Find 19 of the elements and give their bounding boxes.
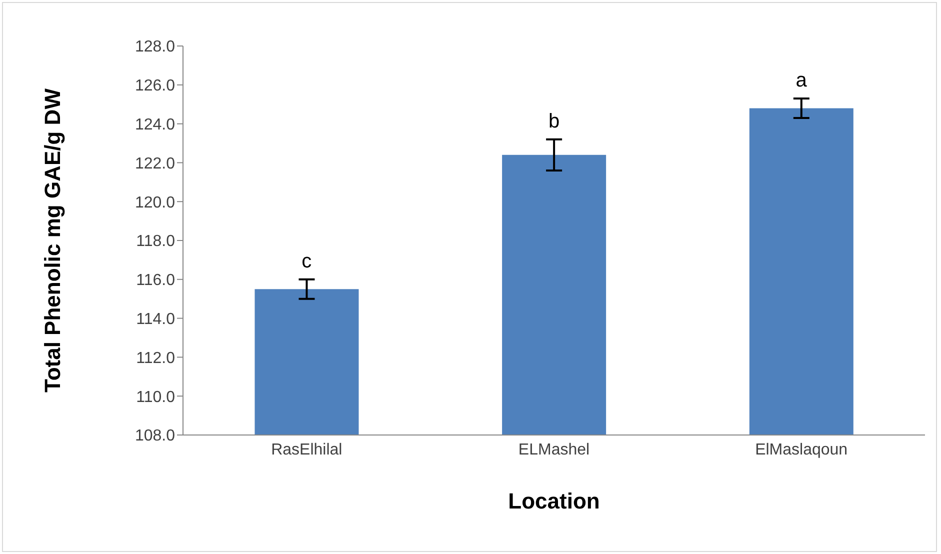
x-axis-title: Location: [508, 488, 600, 514]
y-axis-title: Total Phenolic mg GAE/g DW: [40, 88, 65, 392]
x-tick-label: ElMaslaqoun: [755, 441, 848, 458]
y-tick-label: 114.0: [136, 310, 176, 328]
annotation: a: [796, 70, 808, 92]
x-tick-label: ELMashel: [518, 441, 590, 458]
y-tick-label: 126.0: [134, 78, 176, 95]
y-tick-label: 118.0: [136, 233, 176, 250]
y-tick-label: 112.0: [136, 350, 176, 367]
y-tick-label: 120.0: [134, 194, 176, 212]
y-tick-label: 124.0: [134, 116, 176, 134]
annotation: c: [302, 250, 312, 272]
y-tick-label: 128.0: [134, 38, 176, 56]
y-tick-label: 116.0: [136, 272, 176, 290]
annotation: b: [548, 110, 560, 132]
y-tick-label: 110.0: [136, 388, 176, 406]
x-tick-label: RasElhilal: [271, 441, 342, 458]
y-tick-label: 108.0: [134, 428, 176, 445]
y-tick-label: 122.0: [134, 155, 176, 172]
